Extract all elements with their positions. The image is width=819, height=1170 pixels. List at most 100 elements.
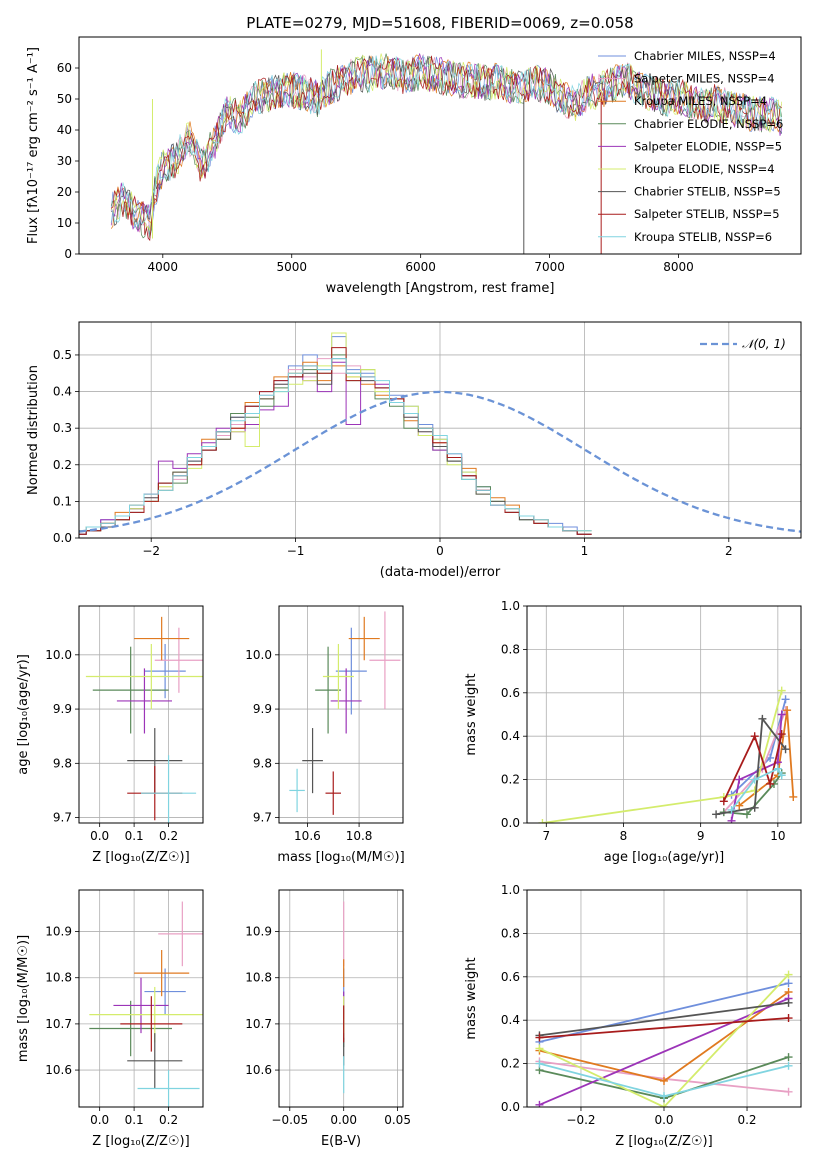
x-tick-label: 0.00 [330,1113,357,1127]
weight-marker [773,764,782,773]
weight-series [539,973,790,1107]
legend-label: Kroupa MILES, NSSP=4 [634,94,767,108]
x-tick-label: −0.2 [566,1113,595,1127]
chart-panels: 4000 5000 6000 7000 80000102030405060Chabrie… [16,36,802,1149]
y-tick-label: 0.0 [501,1100,520,1114]
weight-marker [784,1087,793,1096]
data-point [85,643,203,710]
y-tick-label: 10.7 [45,1017,72,1031]
histogram-series [79,358,592,532]
weight-marker [784,1061,793,1070]
spectrum-line [110,53,783,232]
x-tick-label: −0.05 [271,1113,308,1127]
weight-marker [535,1100,544,1107]
data-point [141,755,197,823]
plot-area [110,49,783,254]
weight-marker [538,819,547,823]
y-tick-label: 9.8 [253,756,272,770]
y-tick-label: 0.2 [501,773,520,787]
y-tick-label: 10.0 [245,648,272,662]
weight-marker [781,695,790,704]
y-axis-label: mass [log₁₀(M/M☉)] [16,935,31,1062]
y-tick-label: 10.6 [245,1063,272,1077]
y-tick-label: 0 [64,247,72,261]
spectrum-line [110,55,783,229]
data-point [302,728,323,794]
weight-marker [777,730,786,739]
y-axis-label: mass weight [464,673,479,755]
weight-marker [735,775,744,784]
data-point [335,627,367,715]
y-tick-label: 30 [57,154,72,168]
y-tick-label: 10.6 [45,1063,72,1077]
y-tick-label: 10.0 [45,648,72,662]
weight-marker [781,745,790,754]
weight-marker [784,970,793,979]
legend-label: Chabrier MILES, NSSP=4 [634,49,776,63]
y-axis-label: mass weight [464,957,479,1039]
x-tick-label: 0.0 [654,1113,673,1127]
y-tick-label: 9.7 [53,811,72,825]
panel-mass-vs-ebv: −0.05 0.00 0.05 10.6 10.7 10.8 10.9 E(B-V) [245,889,411,1149]
axes-frame [278,605,404,824]
panel-massweight-vs-age: 7 8 9 10 0.0 0.2 0.4 0.6 0.8 1.0 age [log₁₀(age/yr… [464,599,802,865]
panel-age-vs-mass: 10.6 10.8 9.7 9.8 9.9 10.0 mass [log₁₀(M/M☉)] [245,605,405,865]
weight-series [730,767,783,811]
figure-title: PLATE=0279, MJD=51608, FIBERID=0069, z=0… [246,14,633,32]
weight-marker [719,797,728,806]
plot-area [538,686,798,823]
weight-marker [777,771,786,780]
weight-marker [535,1059,544,1068]
weight-marker [789,792,798,801]
weight-marker [535,1044,544,1053]
y-tick-label: 0.8 [501,642,520,656]
spectrum-line [110,53,783,239]
x-tick-label: 6000 [405,260,436,274]
x-tick-label: 0 [436,544,444,558]
y-axis-label: Normed distribution [26,365,41,495]
x-tick-label: 10 [770,829,785,843]
x-tick-label: −2 [142,544,160,558]
x-tick-label: 0.2 [737,1113,756,1127]
y-tick-label: 1.0 [501,883,520,897]
y-tick-label: 9.7 [253,811,272,825]
x-axis-label: (data-model)/error [380,565,501,580]
data-point [158,901,203,967]
data-point [134,950,190,997]
panel-massweight-vs-z: −0.2 0.0 0.2 0.0 0.2 0.4 0.6 0.8 1.0 Z [log₁₀(Z/Z… [464,883,802,1149]
y-tick-label: 0.2 [501,1057,520,1071]
x-tick-label: 4000 [148,260,179,274]
y-tick-label: 0.4 [53,385,72,399]
legend-label: Chabrier ELODIE, NSSP=6 [634,117,783,131]
data-point [137,1070,200,1107]
legend-label: Kroupa ELODIE, NSSP=4 [634,162,775,176]
y-tick-label: 0.6 [501,686,520,700]
plot-area [79,332,801,535]
y-tick-label: 10.9 [45,925,72,939]
weight-series [539,982,789,1043]
weight-marker [727,805,736,814]
x-tick-label: 7 [542,829,550,843]
weight-marker [750,786,759,795]
y-axis-label: age [log₁₀(age/yr)] [16,654,31,775]
y-tick-label: 1.0 [501,599,520,613]
panel-mass-vs-z: 0.0 0.1 0.2 10.6 10.7 10.8 10.9 Z [log₁₀(Z/Z☉)]… [16,889,204,1149]
x-axis-label: Z [log₁₀(Z/Z☉)] [615,1134,712,1149]
x-tick-label: 0.05 [384,1113,411,1127]
y-tick-label: 9.9 [53,702,72,716]
x-tick-label: 0.0 [90,1113,109,1127]
axes-frame [78,36,802,255]
weight-marker [784,1014,793,1023]
data-point [113,977,169,1034]
y-axis-label: Flux [fλ10⁻¹⁷ erg cm⁻² s⁻¹ A⁻¹] [26,47,41,244]
x-tick-label: 2 [725,544,733,558]
data-point [315,646,341,734]
weight-marker [660,1103,668,1107]
x-axis-label: wavelength [Angstrom, rest frame] [326,281,555,296]
data-point [116,668,172,734]
weight-series [539,1001,789,1037]
y-tick-label: 0.6 [501,970,520,984]
plot-area [85,616,203,823]
spectrum-line [110,55,782,242]
y-tick-label: 50 [57,92,72,106]
